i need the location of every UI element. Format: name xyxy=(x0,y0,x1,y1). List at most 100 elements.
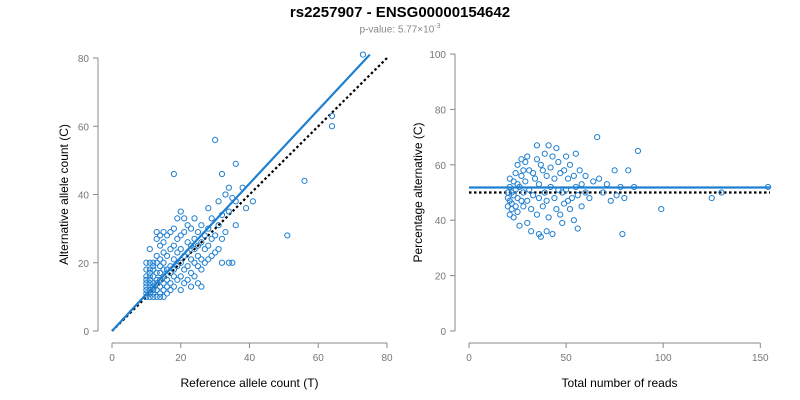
left-data-point xyxy=(222,228,229,236)
left-data-point xyxy=(163,266,171,273)
left-data-point xyxy=(157,290,164,297)
left-data-point xyxy=(157,276,164,283)
left-data-point xyxy=(146,293,153,300)
left-data-point xyxy=(170,256,177,263)
left-data-point xyxy=(201,232,208,239)
left-data-point xyxy=(194,280,202,287)
left-data-point xyxy=(153,276,160,283)
left-x-tick-label: 20 xyxy=(175,353,187,364)
p-value-exponent: -3 xyxy=(434,23,441,30)
left-data-point xyxy=(153,293,160,300)
left-data-point xyxy=(222,191,229,198)
left-data-point xyxy=(177,259,184,266)
left-data-point xyxy=(146,259,153,266)
left-data-point xyxy=(174,235,181,242)
left-data-point xyxy=(143,290,150,297)
chart-title: rs2257907 - ENSG00000154642 xyxy=(289,4,511,21)
left-data-point xyxy=(146,286,153,294)
left-data-point xyxy=(184,222,191,229)
right-data-point xyxy=(524,197,531,204)
right-data-point xyxy=(535,194,543,202)
left-data-point xyxy=(184,263,191,270)
left-data-point xyxy=(225,184,232,191)
left-data-point xyxy=(160,280,167,287)
left-data-point xyxy=(215,246,222,253)
right-data-point xyxy=(630,183,638,191)
right-data-point xyxy=(572,183,579,191)
left-data-point xyxy=(208,215,215,222)
left-data-point xyxy=(150,283,157,290)
right-data-point xyxy=(510,214,517,221)
right-data-point xyxy=(526,186,533,193)
right-data-point xyxy=(613,192,620,199)
left-y-tick-label: 0 xyxy=(83,327,89,338)
left-data-point xyxy=(143,283,150,290)
left-data-point xyxy=(239,184,246,191)
left-data-point xyxy=(198,283,205,290)
left-data-point xyxy=(150,266,157,273)
left-data-point xyxy=(187,283,195,290)
left-y-axis-title: Alternative allele count (C) xyxy=(57,124,71,265)
left-data-point xyxy=(150,263,157,270)
left-data-point xyxy=(153,269,160,277)
left-data-point xyxy=(163,276,171,283)
right-data-point xyxy=(524,219,531,227)
left-data-point xyxy=(150,259,157,266)
left-y-tick-label: 40 xyxy=(78,191,90,202)
left-data-point xyxy=(157,232,164,239)
left-data-point xyxy=(187,269,195,277)
left-data-point xyxy=(146,290,153,297)
left-data-point xyxy=(229,259,236,266)
right-data-point xyxy=(561,167,568,174)
right-data-point xyxy=(559,219,566,227)
left-data-point xyxy=(170,242,177,249)
left-data-point xyxy=(232,198,239,205)
left-data-point xyxy=(212,232,219,239)
right-data-point xyxy=(504,189,511,196)
right-y-tick-label: 100 xyxy=(429,50,446,61)
left-data-point xyxy=(191,235,198,242)
left-data-point xyxy=(163,283,171,290)
left-data-point xyxy=(160,249,167,256)
left-data-point xyxy=(218,259,226,266)
left-data-point xyxy=(218,235,226,242)
left-data-point xyxy=(191,215,198,222)
left-data-point xyxy=(184,276,191,283)
left-data-point xyxy=(143,280,150,287)
left-data-point xyxy=(143,286,150,294)
right-data-point xyxy=(594,134,601,141)
right-data-point xyxy=(553,206,560,213)
left-data-point xyxy=(177,246,184,253)
right-data-point xyxy=(596,175,603,182)
left-y-tick-label: 20 xyxy=(78,259,90,270)
right-x-tick-label: 150 xyxy=(752,353,769,364)
right-data-point xyxy=(764,183,772,191)
right-x-axis: 0 50 100 150 xyxy=(466,342,769,364)
right-data-point xyxy=(621,194,628,202)
left-points xyxy=(143,51,367,300)
left-data-point xyxy=(157,256,164,263)
left-data-point xyxy=(181,252,188,260)
left-data-point xyxy=(146,276,153,283)
left-data-point xyxy=(177,232,184,239)
left-data-point xyxy=(284,232,291,239)
left-data-point xyxy=(198,266,205,273)
left-data-point xyxy=(167,228,174,236)
right-y-axis-title: Percentage alternative (C) xyxy=(411,122,425,262)
right-data-point xyxy=(520,203,527,210)
left-data-point xyxy=(208,252,215,260)
right-data-point xyxy=(518,197,525,204)
left-data-point xyxy=(167,263,174,270)
right-data-point xyxy=(514,208,521,215)
left-data-point xyxy=(177,273,184,280)
left-data-point xyxy=(153,286,160,294)
right-data-point xyxy=(566,206,574,213)
left-x-tick-label: 0 xyxy=(109,353,115,364)
left-data-point xyxy=(174,276,181,283)
left-data-point xyxy=(212,136,219,143)
left-data-point xyxy=(150,290,157,297)
right-data-point xyxy=(522,158,529,166)
right-data-point xyxy=(603,181,610,188)
left-data-point xyxy=(249,198,257,205)
right-data-point xyxy=(533,142,541,149)
